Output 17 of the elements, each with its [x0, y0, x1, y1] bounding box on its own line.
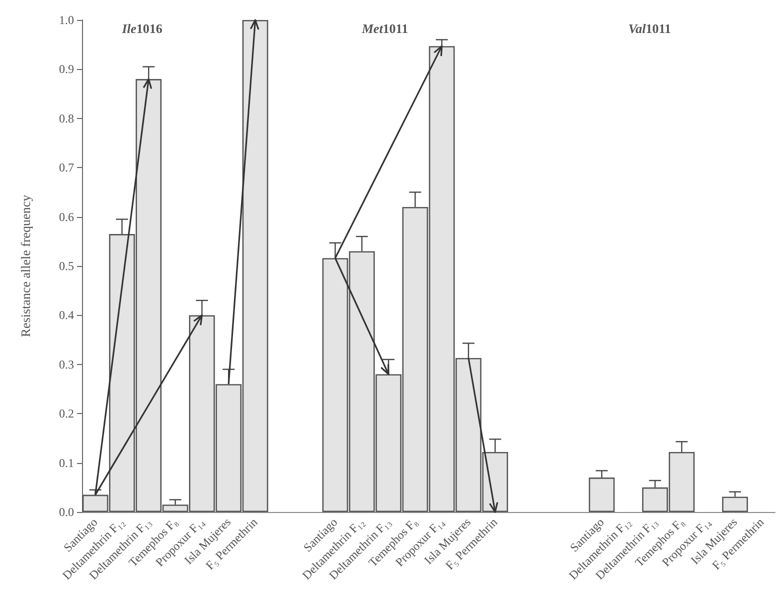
- y-tick-label: 0.5: [59, 259, 74, 273]
- y-tick-label: 0.2: [59, 406, 74, 421]
- y-tick-label: 0.1: [59, 456, 74, 470]
- y-tick-label: 0.4: [59, 308, 74, 322]
- y-axis-title: Resistance allele frequency: [18, 194, 33, 338]
- bar: [722, 496, 748, 512]
- y-tick-label: 1.0: [59, 13, 74, 27]
- y-tick-label: 0.7: [59, 160, 74, 175]
- annotation: Val1011: [628, 21, 672, 36]
- y-tick-label: 0.9: [59, 62, 74, 76]
- y-tick-label: 0.3: [59, 357, 74, 372]
- annotation: Met1011: [360, 21, 408, 36]
- y-tick-label: 0.6: [59, 210, 74, 224]
- bar: [588, 478, 615, 512]
- y-tick-label: 0.8: [59, 111, 74, 126]
- annotation: Ile1016: [120, 21, 163, 36]
- y-tick-label: 0.0: [59, 505, 74, 519]
